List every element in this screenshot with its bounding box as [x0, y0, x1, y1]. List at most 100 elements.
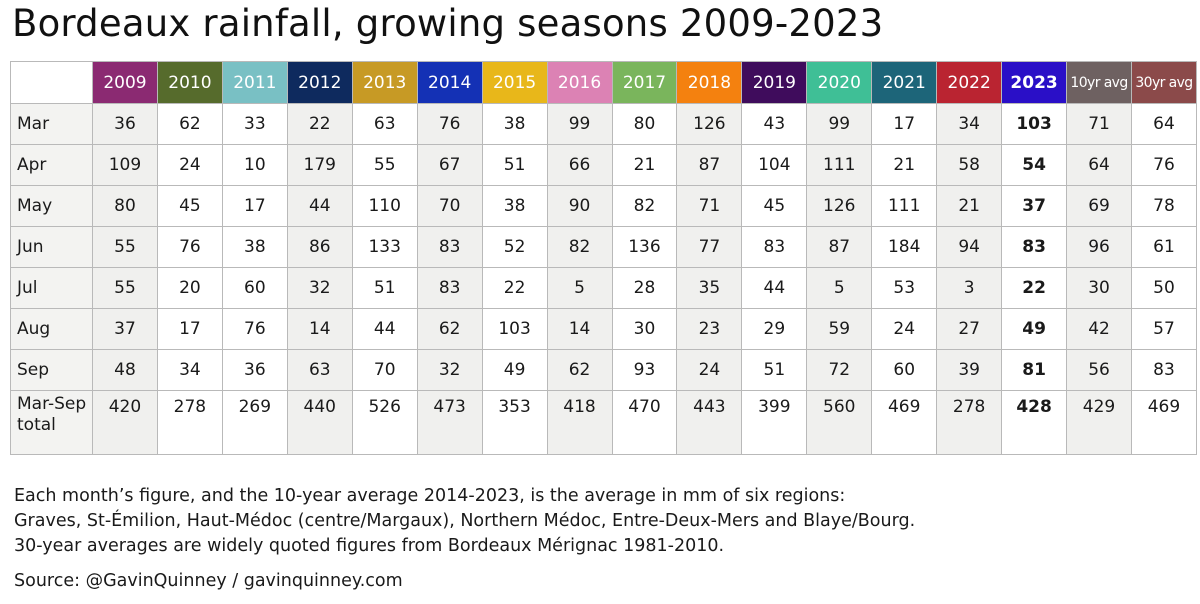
rainfall-table: 2009 2010 2011 2012 2013 2014 2015 2016 2017 2018… [10, 61, 1197, 455]
row-label: Jul [10, 267, 93, 309]
value-cell: 103 [1001, 103, 1068, 145]
value-cell: 470 [611, 390, 678, 455]
value-cell: 60 [871, 349, 938, 391]
value-cell: 70 [351, 349, 418, 391]
table-body: Mar 36 62 33 22 63 76 38 99 80 126 43 99 17 34 103 71 64 A… [10, 103, 1197, 455]
row-label: Apr [10, 144, 93, 186]
value-cell: 52 [481, 226, 548, 268]
column-header: 2022 [936, 61, 1003, 104]
value-cell: 126 [676, 103, 743, 145]
value-cell: 60 [221, 267, 288, 309]
value-cell: 78 [1131, 185, 1197, 227]
value-cell: 99 [546, 103, 613, 145]
value-cell: 45 [741, 185, 808, 227]
row-label: Sep [10, 349, 93, 391]
value-cell: 22 [1001, 267, 1068, 309]
column-header: 2010 [156, 61, 223, 104]
row-label: Jun [10, 226, 93, 268]
chart-title: Bordeaux rainfall, growing seasons 2009-… [12, 2, 884, 45]
value-cell: 94 [936, 226, 1003, 268]
value-cell: 80 [611, 103, 678, 145]
value-cell: 30 [1066, 267, 1132, 309]
value-cell: 179 [286, 144, 353, 186]
value-cell: 36 [221, 349, 288, 391]
value-cell: 76 [156, 226, 223, 268]
value-cell: 24 [156, 144, 223, 186]
value-cell: 23 [676, 308, 743, 350]
value-cell: 36 [92, 103, 158, 145]
value-cell: 93 [611, 349, 678, 391]
value-cell: 440 [286, 390, 353, 455]
value-cell: 110 [351, 185, 418, 227]
value-cell: 44 [286, 185, 353, 227]
value-cell: 86 [286, 226, 353, 268]
value-cell: 49 [1001, 308, 1068, 350]
value-cell: 22 [481, 267, 548, 309]
value-cell: 76 [416, 103, 483, 145]
value-cell: 87 [806, 226, 873, 268]
value-cell: 20 [156, 267, 223, 309]
value-cell: 64 [1066, 144, 1132, 186]
value-cell: 469 [871, 390, 938, 455]
value-cell: 24 [871, 308, 938, 350]
value-cell: 43 [741, 103, 808, 145]
value-cell: 50 [1131, 267, 1197, 309]
value-cell: 133 [351, 226, 418, 268]
value-cell: 32 [286, 267, 353, 309]
value-cell: 87 [676, 144, 743, 186]
value-cell: 54 [1001, 144, 1068, 186]
value-cell: 77 [676, 226, 743, 268]
value-cell: 111 [806, 144, 873, 186]
value-cell: 51 [481, 144, 548, 186]
value-cell: 184 [871, 226, 938, 268]
value-cell: 21 [611, 144, 678, 186]
value-cell: 57 [1131, 308, 1197, 350]
value-cell: 3 [936, 267, 1003, 309]
value-cell: 62 [156, 103, 223, 145]
value-cell: 80 [92, 185, 158, 227]
value-cell: 51 [741, 349, 808, 391]
value-cell: 14 [286, 308, 353, 350]
month-row: Sep 48 34 36 63 70 32 49 62 93 24 51 72 60 39 81 56 83 [10, 349, 1197, 391]
value-cell: 473 [416, 390, 483, 455]
value-cell: 55 [92, 267, 158, 309]
value-cell: 81 [1001, 349, 1068, 391]
value-cell: 21 [871, 144, 938, 186]
month-row: Jul 55 20 60 32 51 83 22 5 28 35 44 5 53 3 22 30 50 [10, 267, 1197, 309]
value-cell: 278 [936, 390, 1003, 455]
footnote-line: Graves, St-Émilion, Haut-Médoc (centre/M… [14, 511, 916, 531]
value-cell: 27 [936, 308, 1003, 350]
value-cell: 96 [1066, 226, 1132, 268]
value-cell: 526 [351, 390, 418, 455]
value-cell: 51 [351, 267, 418, 309]
value-cell: 34 [936, 103, 1003, 145]
column-header: 2018 [676, 61, 743, 104]
value-cell: 38 [481, 185, 548, 227]
value-cell: 353 [481, 390, 548, 455]
value-cell: 32 [416, 349, 483, 391]
value-cell: 418 [546, 390, 613, 455]
column-header: 2016 [546, 61, 613, 104]
corner-cell [10, 61, 93, 104]
month-row: Apr 109 24 10 179 55 67 51 66 21 87 104 111 21 58 54 64 7… [10, 144, 1197, 186]
column-header: 2019 [741, 61, 808, 104]
value-cell: 55 [351, 144, 418, 186]
value-cell: 69 [1066, 185, 1132, 227]
column-header: 2013 [351, 61, 418, 104]
row-label: Aug [10, 308, 93, 350]
value-cell: 45 [156, 185, 223, 227]
value-cell: 48 [92, 349, 158, 391]
value-cell: 420 [92, 390, 158, 455]
value-cell: 72 [806, 349, 873, 391]
value-cell: 99 [806, 103, 873, 145]
value-cell: 560 [806, 390, 873, 455]
value-cell: 126 [806, 185, 873, 227]
value-cell: 10 [221, 144, 288, 186]
footnote-line: 30-year averages are widely quoted figur… [14, 536, 725, 556]
value-cell: 37 [92, 308, 158, 350]
footnote-line: Each month’s figure, and the 10-year ave… [14, 486, 846, 506]
value-cell: 83 [1001, 226, 1068, 268]
month-row: May 80 45 17 44 110 70 38 90 82 71 45 126 111 21 37 69 78 [10, 185, 1197, 227]
value-cell: 71 [1066, 103, 1132, 145]
value-cell: 34 [156, 349, 223, 391]
